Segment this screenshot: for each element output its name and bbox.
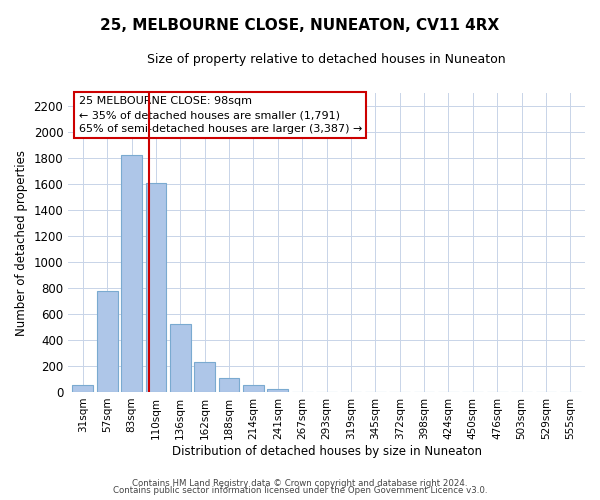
Title: Size of property relative to detached houses in Nuneaton: Size of property relative to detached ho… [147, 52, 506, 66]
Bar [194, 362, 215, 392]
Bar [219, 378, 239, 392]
Text: Contains HM Land Registry data © Crown copyright and database right 2024.: Contains HM Land Registry data © Crown c… [132, 478, 468, 488]
X-axis label: Distribution of detached houses by size in Nuneaton: Distribution of detached houses by size … [172, 444, 482, 458]
Bar [146, 182, 166, 392]
Bar [243, 385, 264, 392]
Bar [97, 291, 118, 392]
Bar [170, 324, 191, 392]
Bar [268, 388, 288, 392]
Text: Contains public sector information licensed under the Open Government Licence v3: Contains public sector information licen… [113, 486, 487, 495]
Y-axis label: Number of detached properties: Number of detached properties [15, 150, 28, 336]
Text: 25, MELBOURNE CLOSE, NUNEATON, CV11 4RX: 25, MELBOURNE CLOSE, NUNEATON, CV11 4RX [100, 18, 500, 32]
Text: 25 MELBOURNE CLOSE: 98sqm
← 35% of detached houses are smaller (1,791)
65% of se: 25 MELBOURNE CLOSE: 98sqm ← 35% of detac… [79, 96, 362, 134]
Bar [121, 156, 142, 392]
Bar [73, 386, 93, 392]
